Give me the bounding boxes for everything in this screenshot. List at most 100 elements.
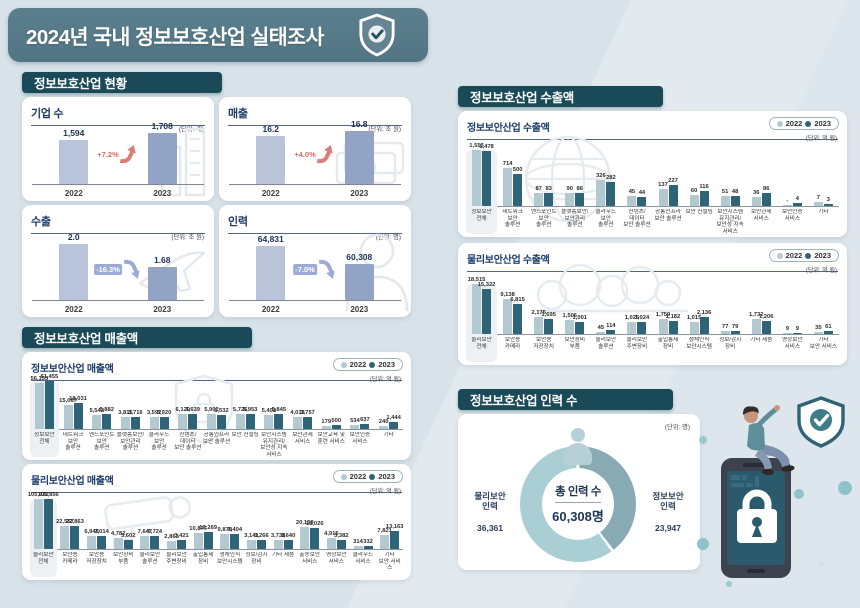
bar-2022: 9 (782, 326, 792, 334)
bar-2022: 56,153 (30, 376, 48, 429)
bar-2023: 1,695 (541, 312, 556, 334)
bar-2022: - (782, 198, 792, 206)
category-label: 보안장비 부품 (564, 337, 586, 350)
bar-2023: 60,308 (331, 252, 387, 300)
bar-2022: 5,402 (262, 408, 276, 429)
legend-dot-2023 (805, 120, 812, 127)
category-label: 보안 컨설팅 (685, 209, 713, 215)
bar-2023: 5,639 (186, 407, 200, 429)
bar-2022: 87 (534, 186, 544, 206)
bar-group: 714 500 네트워크 보안 솔루션 (497, 161, 528, 234)
shield-check-icon (797, 396, 845, 448)
bar-2022: 3,592 (147, 410, 161, 429)
phone-security-illustration (697, 396, 852, 587)
year-label: 2023 (153, 305, 172, 314)
value-label: 3,738 (270, 532, 286, 539)
bar-2023: 282 (606, 175, 616, 206)
bar-group: 35 61 기타 보안 서비스 (808, 324, 839, 362)
bar-2023: 1,206 (759, 314, 773, 334)
card-header: 물리보안산업 매출액 (31, 471, 402, 493)
sitting-person (742, 405, 795, 476)
value-label: 3,266 (254, 533, 269, 540)
bar-2022: 22,557 (56, 519, 74, 549)
bar-2022: 9,138 (500, 292, 515, 334)
change-value: -16.3% (94, 263, 122, 275)
year-label: 2023 (350, 305, 369, 314)
bar-2022: 326 (596, 173, 606, 206)
bar-2023: 79 (730, 324, 740, 334)
category-label: 물리보안 전체 (471, 337, 492, 350)
unit-label: (단위: 조 원) (171, 234, 204, 241)
value-label: 2.0 (67, 232, 80, 242)
bar-group: 45 114 물리보안 솔루션 (590, 323, 621, 362)
value-label: 5,845 (271, 407, 287, 414)
arrow-down-icon (123, 259, 140, 279)
legend-dot-2023 (369, 361, 376, 368)
bar-2022: 1,732 (749, 312, 763, 334)
bar-2023: 4 (792, 196, 802, 206)
bar-2022: 18,515 (468, 277, 485, 334)
bar-2022: 6,948 (84, 529, 99, 549)
legend-label-2023: 2023 (814, 119, 831, 128)
total-label: 총 인력 수 (555, 486, 601, 498)
legend-label-2023: 2023 (378, 472, 395, 481)
category-label: 플랫폼보안/ 보안관리 솔루션 (561, 209, 589, 229)
unit-label: (단위: 억 원) (805, 268, 837, 274)
value-label: 1,759 (655, 311, 671, 318)
value-label: 5,639 (185, 407, 201, 414)
arrow-up-icon (120, 145, 137, 164)
bar-2023: 1,478 (479, 144, 494, 206)
axis-line (229, 184, 401, 185)
bar-2023: 86 (761, 186, 771, 206)
bar-group: 2,863 3,421 물리보안 주변장비 (163, 533, 190, 577)
bar-2022: 36 (751, 190, 761, 206)
card-title: 기업 수 (31, 108, 64, 120)
bar-2022: 1,015 (687, 315, 701, 334)
bar-group: 60 116 보안 컨설팅 (684, 184, 715, 234)
value-label: 3 (826, 196, 831, 203)
bar-2022: 5,542 (89, 408, 104, 429)
value-label: 4,915 (324, 531, 339, 538)
chart-title: 물리보안산업 수출액 (467, 255, 550, 266)
bar-group: 179 500 보안교육 및 훈련 서비스 (317, 418, 346, 457)
legend-label-2022: 2022 (785, 251, 803, 260)
bar-2023: 7,014 (94, 529, 109, 549)
value-label: 7,647 (137, 528, 153, 535)
bar-group: 1,732 1,206 기타 제품 (746, 312, 777, 362)
axis-line (466, 206, 839, 207)
bar-2022: 64,831 (243, 234, 299, 300)
unit-label: (단위: 조 원) (368, 126, 401, 133)
bar-2023: 16.8 (331, 119, 387, 184)
legend-dot-2022 (776, 252, 783, 259)
bar-group: 1,759 1,182 출입통제 장비 (652, 312, 683, 362)
value-label: 16.2 (262, 124, 280, 134)
chart-title: 정보보안산업 수출액 (467, 123, 550, 134)
axis-line (30, 549, 403, 550)
bar-2023: 6,724 (148, 529, 162, 549)
value-label: 1,732 (748, 311, 764, 318)
category-label: 보안시스템 유지관리/ 보안성 지속 서비스 (260, 432, 288, 457)
value-label: 137 (658, 182, 668, 189)
bar-2022: 137 (658, 182, 668, 206)
category-label: 보안인증 서비스 (349, 432, 371, 445)
value-label: 22,863 (66, 518, 84, 525)
category-label: 영상보안 서비스 (326, 552, 347, 565)
chart-card-exports-physical: 물리보안산업 수출액 2022 2023 (단위: 억 원) 18,515 15,… (458, 243, 847, 365)
bar-2022: 16.2 (243, 124, 299, 184)
value-label: 3,716 (128, 410, 143, 417)
value-label: 15,322 (477, 281, 496, 288)
section-title-text: 정보보호산업 현황 (34, 77, 127, 91)
legend-dot-2022 (340, 473, 347, 480)
value-label: 18,515 (467, 277, 486, 283)
value-label: 90 (566, 185, 573, 192)
value-label: 1.68 (153, 255, 171, 265)
value-label: 12,269 (199, 525, 218, 532)
bar-2022: 7 (813, 195, 823, 206)
category-label: 물리보안 솔루션 (595, 337, 617, 350)
chart-legend: 2022 2023 (332, 470, 403, 483)
bar-2023: 3,920 (157, 410, 171, 429)
section-title-text: 정보보호산업 매출액 (34, 332, 138, 346)
bar-group: 36 86 보안관제 서비스 (746, 186, 777, 234)
section-title-exports: 정보보호산업 수출액 (458, 86, 663, 107)
section-title-text: 정보보호산업 인력 수 (470, 394, 578, 408)
